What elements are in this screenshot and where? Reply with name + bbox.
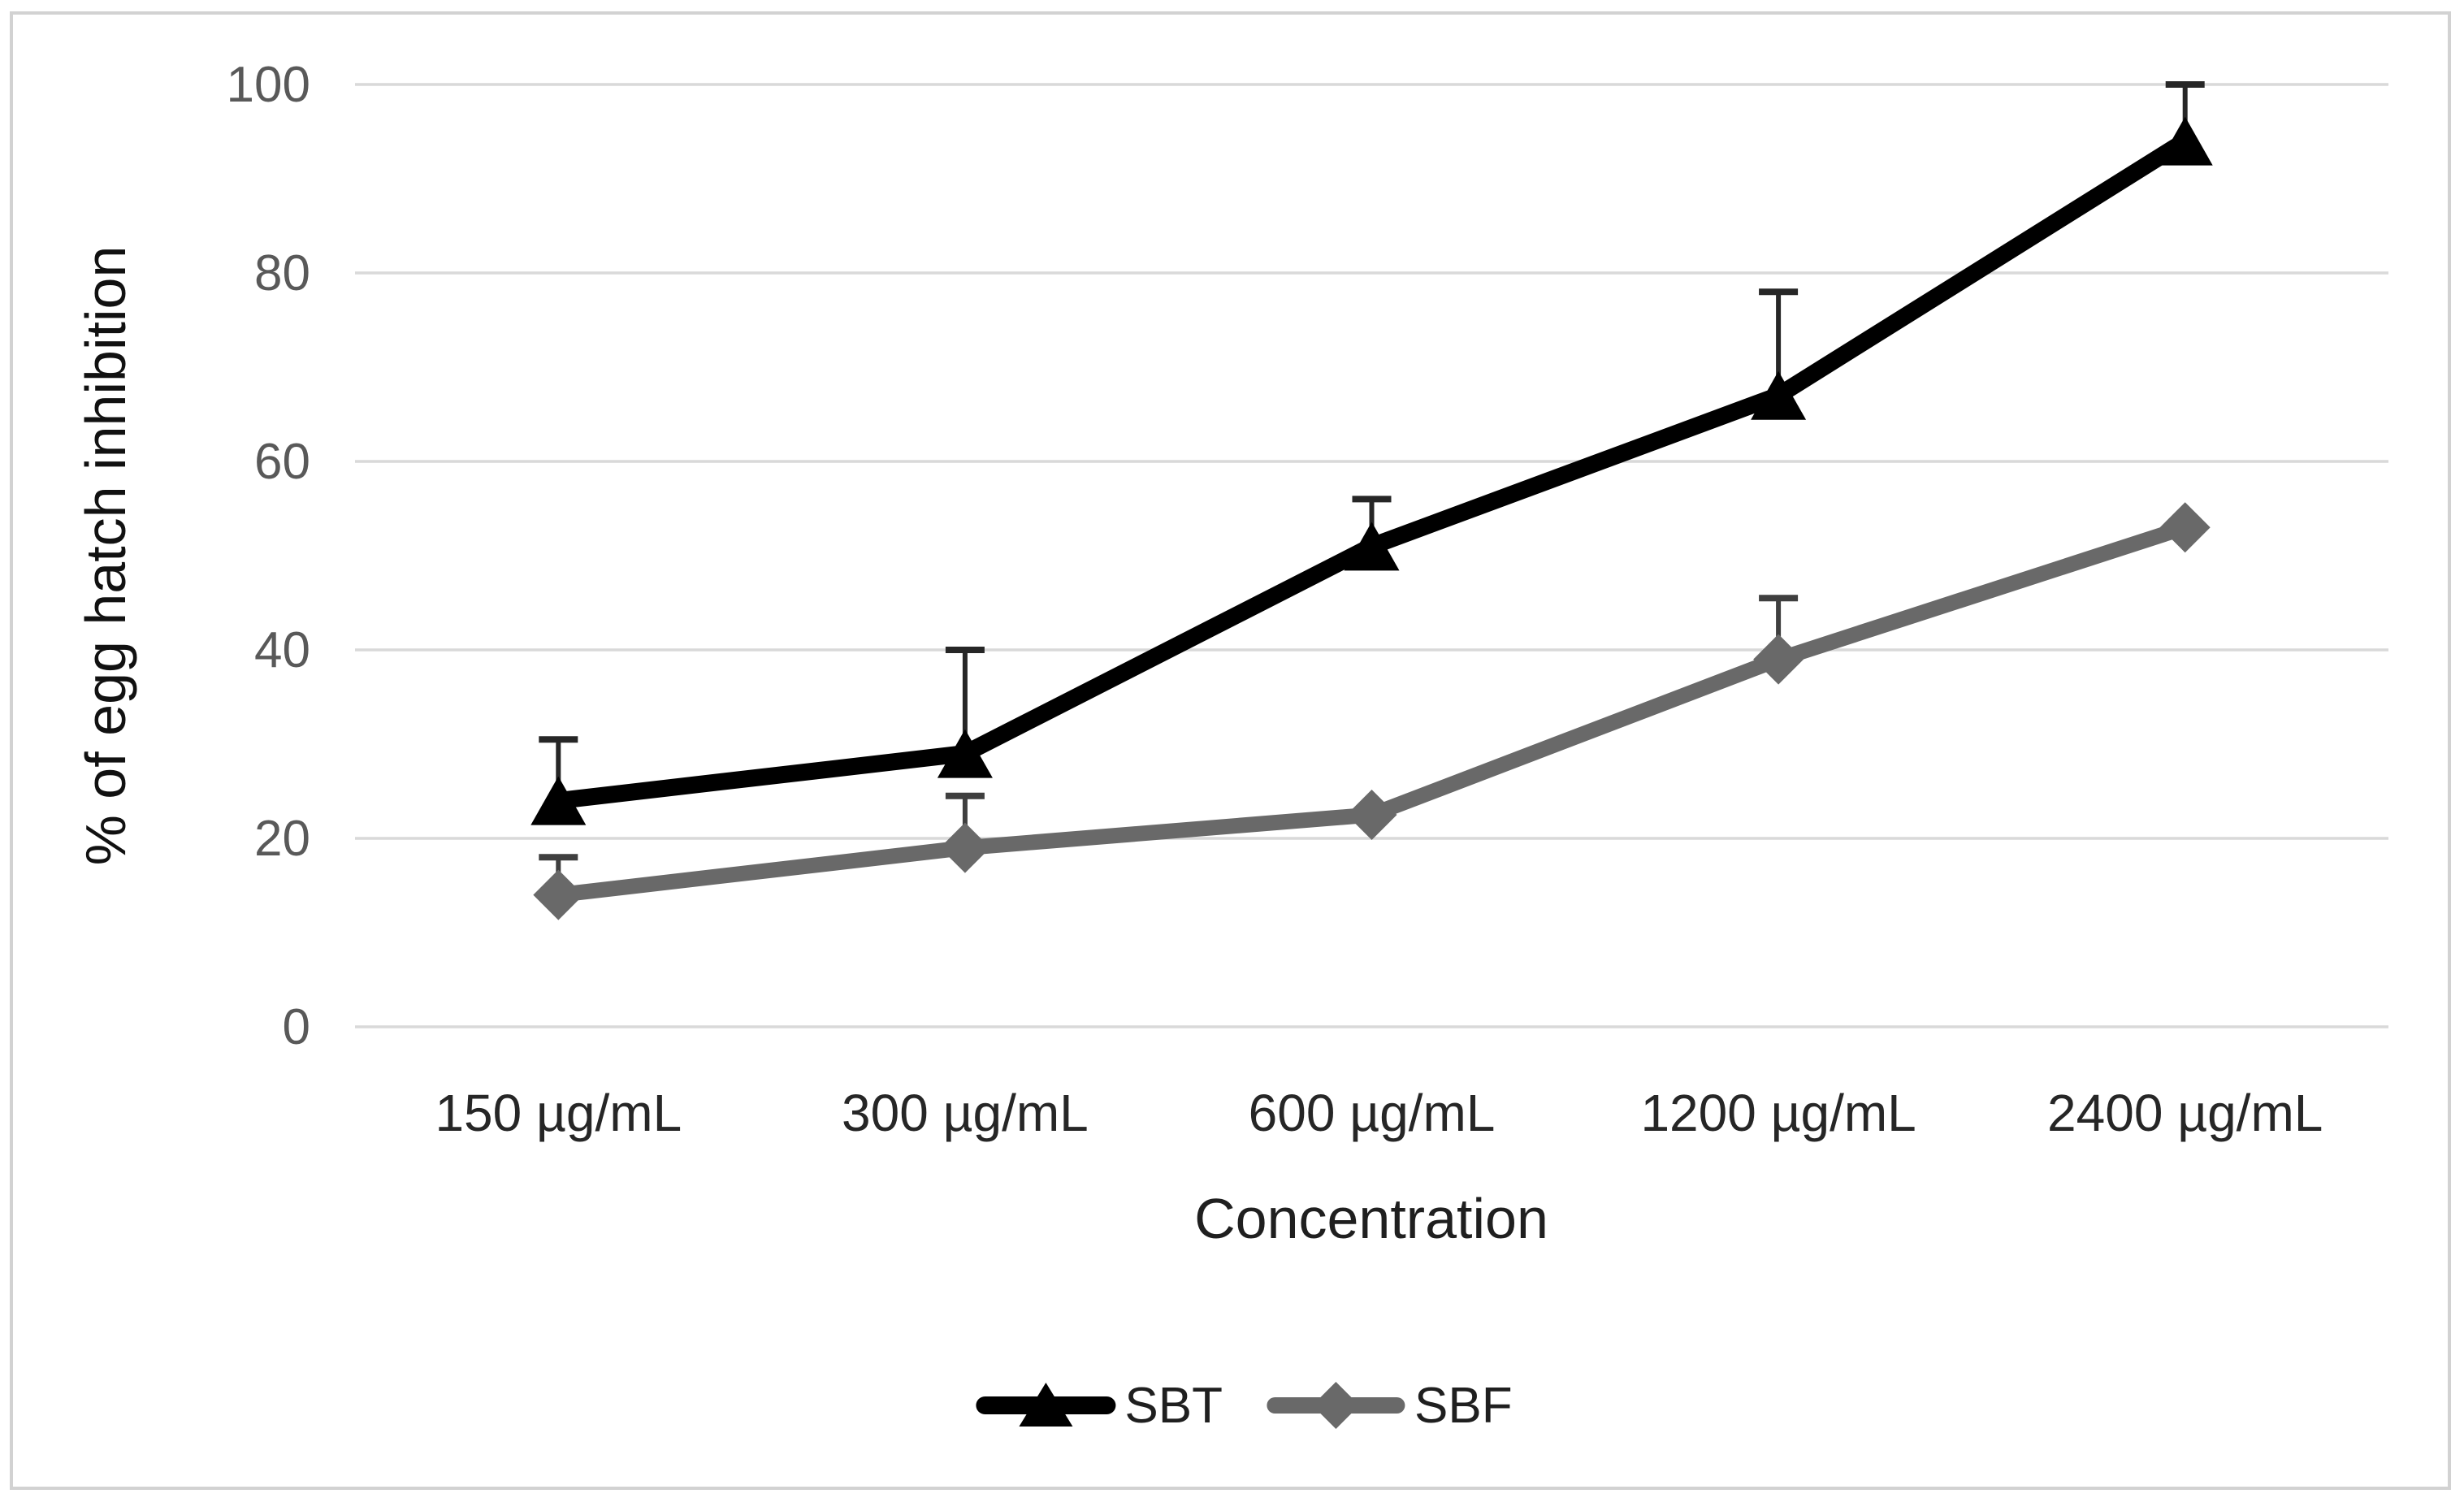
y-axis-title: % of egg hatch inhibition — [74, 245, 137, 866]
legend-item-sbt: SBT — [975, 1376, 1223, 1435]
y-tick-label: 80 — [254, 245, 310, 301]
sbf-legend-marker-icon — [1267, 1382, 1405, 1429]
y-tick-label: 40 — [254, 622, 310, 678]
y-tick-label: 20 — [254, 811, 310, 867]
legend: SBT SBF — [975, 1376, 1513, 1435]
x-tick-label: 300 µg/mL — [842, 1084, 1089, 1142]
x-axis-title: Concentration — [1194, 1187, 1548, 1250]
sbt-marker-triangle — [1751, 370, 1807, 420]
x-tick-label: 150 µg/mL — [435, 1084, 682, 1142]
sbf-marker-diamond — [533, 869, 584, 920]
sbf-marker-diamond — [939, 822, 990, 873]
x-tick-label: 1200 µg/mL — [1640, 1084, 1916, 1142]
legend-item-sbf: SBF — [1265, 1376, 1513, 1435]
sbt-marker-triangle — [1344, 522, 1400, 571]
y-tick-label: 100 — [227, 57, 310, 113]
x-tick-label: 2400 µg/mL — [2047, 1084, 2323, 1142]
sbf-marker-diamond — [1753, 634, 1804, 685]
legend-label-sbf: SBF — [1414, 1377, 1513, 1434]
sbt-series-line — [549, 132, 2194, 810]
sbf-marker-diamond — [1346, 790, 1397, 840]
y-tick-label: 60 — [254, 434, 310, 490]
chart-border — [10, 11, 2451, 1490]
sbt-marker-triangle — [530, 776, 587, 825]
x-tick-label: 600 µg/mL — [1249, 1084, 1496, 1142]
sbt-marker-triangle — [937, 729, 993, 778]
y-tick-label: 0 — [283, 999, 310, 1055]
sbt-marker-triangle — [2157, 116, 2213, 166]
sbf-marker-diamond — [2159, 502, 2211, 553]
sbt-legend-marker-icon — [976, 1383, 1116, 1427]
legend-label-sbt: SBT — [1124, 1377, 1223, 1434]
